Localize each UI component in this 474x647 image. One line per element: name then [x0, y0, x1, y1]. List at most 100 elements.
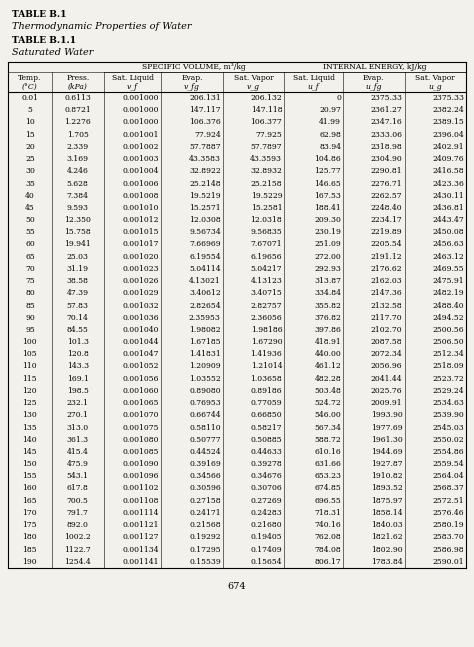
Text: 0.001036: 0.001036: [123, 314, 159, 322]
Text: 2450.08: 2450.08: [432, 228, 464, 236]
Text: 9.593: 9.593: [67, 204, 89, 212]
Text: 762.08: 762.08: [314, 533, 341, 542]
Text: 313.0: 313.0: [67, 424, 89, 432]
Text: 206.132: 206.132: [251, 94, 283, 102]
Text: 6.19656: 6.19656: [251, 253, 283, 261]
Text: 2191.12: 2191.12: [371, 253, 402, 261]
Text: 19.941: 19.941: [64, 241, 91, 248]
Text: 110: 110: [23, 362, 37, 371]
Text: 1.41936: 1.41936: [251, 350, 283, 358]
Text: 2162.03: 2162.03: [371, 277, 402, 285]
Text: 546.00: 546.00: [314, 411, 341, 419]
Text: 1910.82: 1910.82: [371, 472, 402, 480]
Text: 2.339: 2.339: [67, 143, 89, 151]
Text: 0.58217: 0.58217: [251, 424, 283, 432]
Text: 104.86: 104.86: [314, 155, 341, 163]
Text: 2375.33: 2375.33: [432, 94, 464, 102]
Text: 0.001047: 0.001047: [123, 350, 159, 358]
Text: 2290.81: 2290.81: [371, 168, 402, 175]
Text: v_g: v_g: [247, 83, 260, 91]
Text: 0.27158: 0.27158: [189, 497, 221, 505]
Text: 1254.4: 1254.4: [64, 558, 91, 565]
Text: 1.03552: 1.03552: [189, 375, 221, 382]
Text: 2469.55: 2469.55: [432, 265, 464, 273]
Text: 0.001141: 0.001141: [123, 558, 159, 565]
Text: 0.001065: 0.001065: [123, 399, 159, 407]
Text: 0.001060: 0.001060: [123, 387, 159, 395]
Text: 0.001134: 0.001134: [123, 545, 159, 553]
Text: 95: 95: [25, 326, 35, 334]
Text: 41.99: 41.99: [319, 118, 341, 127]
Text: 1927.87: 1927.87: [371, 460, 402, 468]
Text: 2009.91: 2009.91: [371, 399, 402, 407]
Text: 0.001000: 0.001000: [123, 118, 159, 127]
Text: 2580.19: 2580.19: [432, 521, 464, 529]
Text: 65: 65: [25, 253, 35, 261]
Text: 0.15654: 0.15654: [251, 558, 283, 565]
Text: 1893.52: 1893.52: [371, 485, 402, 492]
Text: 83.94: 83.94: [319, 143, 341, 151]
Text: 5.04114: 5.04114: [189, 265, 221, 273]
Text: 0.89080: 0.89080: [189, 387, 221, 395]
Text: 40: 40: [25, 192, 35, 200]
Text: 2248.40: 2248.40: [371, 204, 402, 212]
Text: 588.72: 588.72: [314, 435, 341, 444]
Text: 106.377: 106.377: [251, 118, 283, 127]
Text: 2416.58: 2416.58: [432, 168, 464, 175]
Text: 0.001102: 0.001102: [123, 485, 159, 492]
Text: 190: 190: [23, 558, 37, 565]
Text: 0.001020: 0.001020: [123, 253, 159, 261]
Text: Saturated Water: Saturated Water: [12, 48, 93, 57]
Text: 101.3: 101.3: [67, 338, 89, 346]
Text: 791.7: 791.7: [67, 509, 89, 517]
Text: 2402.91: 2402.91: [432, 143, 464, 151]
Text: 30: 30: [25, 168, 35, 175]
Text: 0.21568: 0.21568: [189, 521, 221, 529]
Text: 25.2158: 25.2158: [251, 179, 283, 188]
Text: 0.001044: 0.001044: [123, 338, 159, 346]
Text: 2456.63: 2456.63: [432, 241, 464, 248]
Text: 170: 170: [23, 509, 37, 517]
Text: 806.17: 806.17: [314, 558, 341, 565]
Text: 15.758: 15.758: [64, 228, 91, 236]
Text: 503.48: 503.48: [314, 387, 341, 395]
Text: 1858.14: 1858.14: [371, 509, 402, 517]
Text: 2347.16: 2347.16: [371, 118, 402, 127]
Text: 31.19: 31.19: [67, 265, 89, 273]
Text: 2409.76: 2409.76: [432, 155, 464, 163]
Text: 160: 160: [23, 485, 37, 492]
Text: SPECIFIC VOLUME, m³/kg: SPECIFIC VOLUME, m³/kg: [142, 63, 246, 71]
Text: 100: 100: [23, 338, 37, 346]
Text: 147.117: 147.117: [189, 106, 221, 115]
Text: 0.001052: 0.001052: [123, 362, 159, 371]
Text: 0.001004: 0.001004: [123, 168, 159, 175]
Text: 2102.70: 2102.70: [371, 326, 402, 334]
Text: 38.58: 38.58: [67, 277, 89, 285]
Text: 57.7887: 57.7887: [189, 143, 221, 151]
Text: 0.01: 0.01: [21, 94, 38, 102]
Text: 0.27269: 0.27269: [251, 497, 283, 505]
Text: 272.00: 272.00: [314, 253, 341, 261]
Text: 2572.51: 2572.51: [432, 497, 464, 505]
Text: 0.89186: 0.89186: [251, 387, 283, 395]
Text: 2523.72: 2523.72: [432, 375, 464, 382]
Text: 2545.03: 2545.03: [432, 424, 464, 432]
Text: 1002.2: 1002.2: [64, 533, 91, 542]
Text: 251.09: 251.09: [314, 241, 341, 248]
Text: 892.0: 892.0: [67, 521, 89, 529]
Text: 1.20909: 1.20909: [189, 362, 221, 371]
Text: 70: 70: [25, 265, 35, 273]
Text: (°C): (°C): [22, 83, 38, 91]
Text: 143.3: 143.3: [67, 362, 89, 371]
Text: 292.93: 292.93: [314, 265, 341, 273]
Text: 106.376: 106.376: [189, 118, 221, 127]
Text: 2539.90: 2539.90: [432, 411, 464, 419]
Text: Evap.: Evap.: [363, 74, 384, 82]
Text: 35: 35: [25, 179, 35, 188]
Text: 0.001001: 0.001001: [123, 131, 159, 138]
Text: 2550.02: 2550.02: [432, 435, 464, 444]
Text: 1.98186: 1.98186: [251, 326, 283, 334]
Text: 2488.40: 2488.40: [432, 302, 464, 309]
Text: 4.13123: 4.13123: [250, 277, 283, 285]
Text: 674: 674: [228, 582, 246, 591]
